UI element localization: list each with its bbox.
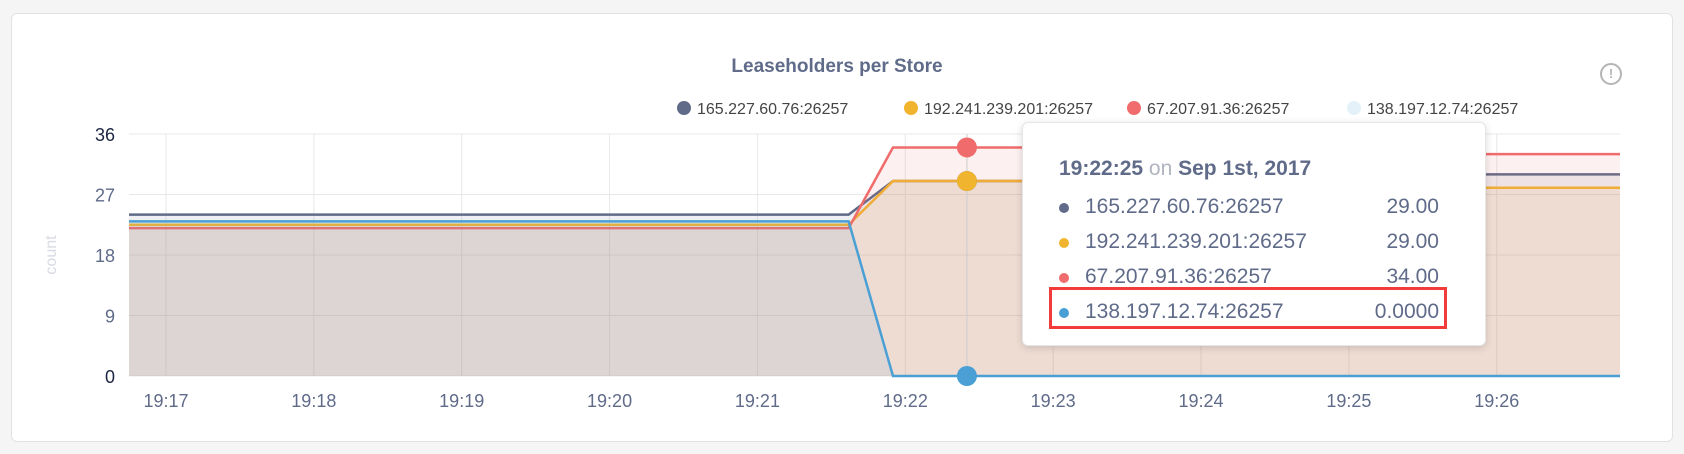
tooltip-value: 29.00 bbox=[1386, 195, 1439, 218]
tooltip: 19:22:25 on Sep 1st, 2017 165.227.60.76:… bbox=[1022, 122, 1486, 346]
legend-dot-icon bbox=[1347, 101, 1361, 115]
series-dot-icon bbox=[1059, 308, 1069, 318]
legend-dot-icon bbox=[677, 101, 691, 115]
tooltip-row: 138.197.12.74:26257 0.0000 bbox=[1059, 296, 1459, 330]
x-tick-label: 19:24 bbox=[1179, 391, 1224, 411]
tooltip-label: 67.207.91.36:26257 bbox=[1085, 265, 1272, 288]
hover-point bbox=[956, 137, 977, 158]
y-tick-label: 9 bbox=[105, 307, 115, 327]
series-dot-icon bbox=[1059, 238, 1069, 248]
x-tick-label: 19:25 bbox=[1326, 391, 1371, 411]
tooltip-value: 29.00 bbox=[1386, 230, 1439, 253]
legend-dot-icon bbox=[904, 101, 918, 115]
y-tick-label: 27 bbox=[95, 186, 115, 206]
tooltip-row: 165.227.60.76:26257 29.00 bbox=[1059, 191, 1459, 225]
tooltip-on: on bbox=[1148, 157, 1173, 180]
hover-point bbox=[956, 366, 977, 386]
tooltip-label: 138.197.12.74:26257 bbox=[1085, 300, 1284, 323]
series-area bbox=[129, 221, 1620, 376]
x-tick-label: 19:20 bbox=[587, 391, 632, 411]
x-tick-label: 19:26 bbox=[1474, 391, 1519, 411]
tooltip-label: 165.227.60.76:26257 bbox=[1085, 195, 1284, 218]
tooltip-label: 192.241.239.201:26257 bbox=[1085, 230, 1307, 253]
tooltip-value: 0.0000 bbox=[1374, 300, 1439, 323]
highlight-box bbox=[1049, 287, 1447, 329]
series-line bbox=[129, 220, 1620, 378]
info-icon[interactable]: ! bbox=[1600, 63, 1622, 85]
x-tick-label: 19:22 bbox=[883, 391, 928, 411]
legend-item: 138.197.12.74:26257 bbox=[1367, 101, 1518, 118]
legend-item: 192.241.239.201:26257 bbox=[924, 101, 1093, 118]
y-axis-label: count bbox=[43, 235, 60, 275]
x-tick-label: 19:18 bbox=[291, 391, 336, 411]
tooltip-value: 34.00 bbox=[1386, 265, 1439, 288]
x-tick-label: 19:19 bbox=[439, 391, 484, 411]
series-dot-icon bbox=[1059, 203, 1069, 213]
y-tick-label: 36 bbox=[95, 125, 115, 145]
legend-item: 165.227.60.76:26257 bbox=[697, 101, 848, 118]
x-tick-label: 19:17 bbox=[143, 391, 188, 411]
tooltip-time: 19:22:25 bbox=[1059, 157, 1144, 180]
tooltip-row: 67.207.91.36:26257 34.00 bbox=[1059, 261, 1459, 295]
y-tick-label: 18 bbox=[95, 246, 115, 266]
series-dot-icon bbox=[1059, 273, 1069, 283]
x-tick-label: 19:21 bbox=[735, 391, 780, 411]
chart-title: Leaseholders per Store bbox=[731, 56, 943, 77]
tooltip-header: 19:22:25 on Sep 1st, 2017 bbox=[1059, 157, 1311, 181]
x-tick-label: 19:23 bbox=[1031, 391, 1076, 411]
tooltip-row: 192.241.239.201:26257 29.00 bbox=[1059, 226, 1459, 260]
legend-item: 67.207.91.36:26257 bbox=[1147, 101, 1289, 118]
legend-dot-icon bbox=[1127, 101, 1141, 115]
y-tick-label: 0 bbox=[105, 367, 115, 387]
hover-point bbox=[956, 171, 977, 192]
tooltip-date: Sep 1st, 2017 bbox=[1178, 157, 1312, 180]
